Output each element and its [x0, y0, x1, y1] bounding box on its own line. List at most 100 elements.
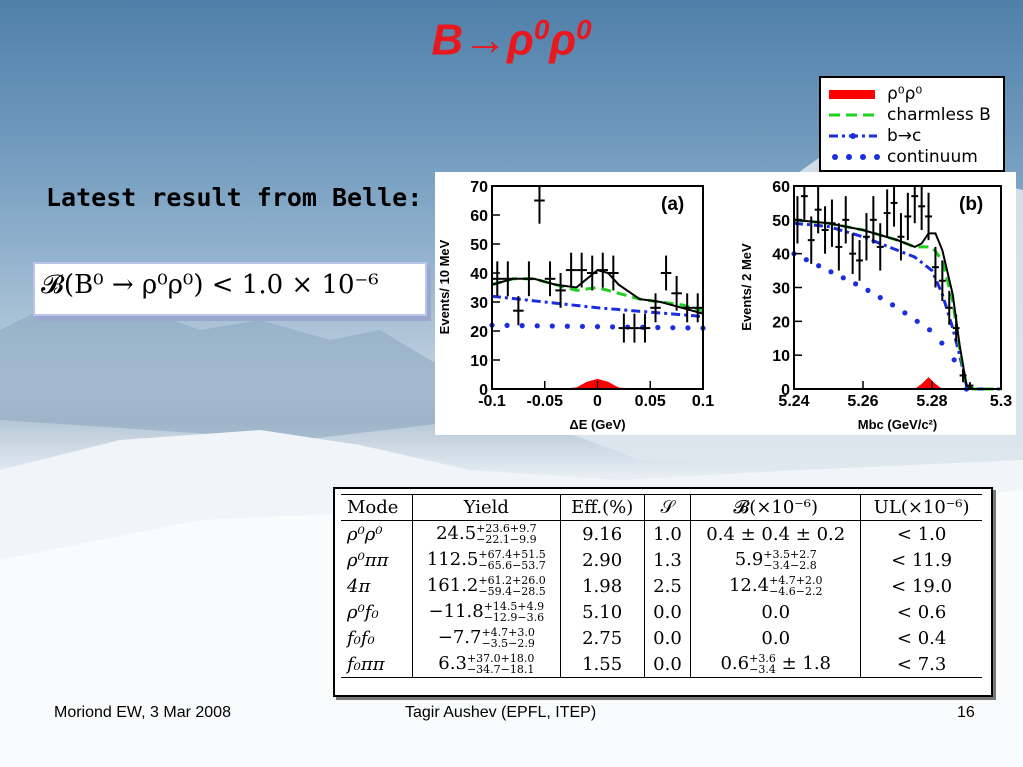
continuum-dot	[840, 275, 846, 281]
continuum-dot	[685, 325, 691, 331]
cell-yield: 6.3+37.0+18.0 −34.7−18.1	[412, 651, 561, 678]
panel-label: (a)	[661, 194, 684, 215]
mode-text: ρ⁰ππ	[347, 549, 389, 571]
y-tick-label: 40	[772, 247, 790, 264]
continuum-dot	[655, 324, 661, 331]
y-axis-label: Events/ 10 MeV	[437, 239, 452, 334]
y-tick-label: 10	[470, 353, 488, 370]
y-axis-label: Events/ 2 MeV	[739, 243, 754, 331]
significance-value: 1.0	[653, 523, 682, 545]
bf-err-down: −3.4−2.8	[763, 559, 817, 572]
col-header-ul: UL(×10⁻⁶)	[860, 494, 982, 521]
eff-value: 5.10	[582, 601, 623, 623]
branching-ratio-box: 𝓑(B⁰ → ρ⁰ρ⁰) < 1.0 × 10⁻⁶	[33, 262, 427, 316]
cell-eff: 2.90	[559, 547, 645, 573]
x-tick-label: 5.28	[916, 393, 947, 410]
cell-eff: 9.16	[559, 520, 645, 547]
panel-label: (b)	[959, 194, 983, 215]
col-header-s: 𝒮	[643, 494, 691, 521]
cell-eff: 2.75	[559, 625, 645, 651]
yield-errors: +37.0+18.0 −34.7−18.1	[467, 653, 534, 675]
continuum-dot	[549, 323, 555, 329]
branching-ratio-formula: 𝓑(B⁰ → ρ⁰ρ⁰) < 1.0 × 10⁻⁶	[41, 270, 379, 300]
yield-value: −7.7	[437, 627, 482, 648]
dotted-line-icon	[832, 154, 880, 160]
x-tick-label: -0.1	[478, 393, 506, 410]
yield-err-down: −22.1−9.9	[476, 533, 537, 546]
x-tick-label: 5.3	[990, 393, 1012, 410]
ul-value: < 0.6	[896, 601, 947, 623]
mode-text: 4π	[347, 575, 371, 597]
plots-panel: 0 10 20 30 40 50 60 70 -0.1 -0.05 0 0.05 0.1 ΔE (GeV)…	[435, 172, 1016, 435]
ul-value: < 19.0	[891, 575, 953, 597]
col-header-yield: Yield	[412, 494, 561, 521]
y-tick-label: 60	[772, 179, 790, 196]
table-header-row: Mode Yield Eff.(%) 𝒮 𝓑(×10⁻⁶) UL(×10⁻⁶)	[341, 494, 982, 521]
x-tick-label: 5.26	[847, 393, 878, 410]
bf-tail: ± 1.8	[775, 653, 831, 674]
table-row: f₀ππ 6.3+37.0+18.0 −34.7−18.1 1.55 0.0 0.6+3.…	[341, 651, 982, 678]
yield-value: 161.2	[426, 575, 479, 596]
cell-mode: ρ⁰f₀	[341, 599, 413, 625]
cell-yield: −11.8+14.5+4.9 −12.9−3.6	[412, 599, 561, 625]
yield-err-up: +4.7+3.0	[481, 626, 535, 639]
legend-item-btoc: b→c	[827, 126, 999, 146]
continuum-dot	[951, 357, 957, 363]
y-tick-label: 50	[470, 237, 488, 254]
table-row: f₀f₀ −7.7+4.7+3.0 −3.5−2.9 2.75 0.0 0.0 < 0.4	[341, 625, 982, 651]
continuum-dot	[902, 310, 908, 316]
continuum-dot	[519, 323, 525, 329]
y-tick-label: 60	[470, 208, 488, 225]
bf-errors: +4.7+2.0 −4.6−2.2	[769, 575, 822, 597]
yield-errors: +23.6+9.7 −22.1−9.9	[476, 523, 536, 545]
y-tick-label: 20	[470, 324, 488, 341]
yield-value: −11.8	[428, 601, 484, 622]
footer-page-number: 16	[957, 704, 975, 721]
mode-text: f₀f₀	[347, 627, 375, 649]
legend-item-charmless: charmless B	[827, 105, 999, 125]
continuum-dot	[939, 340, 945, 346]
continuum-dot	[816, 263, 822, 269]
cell-mode: f₀ππ	[341, 651, 413, 678]
chart-legend: ρ⁰ρ⁰ charmless B b→c continuum	[819, 76, 1005, 172]
eff-value: 9.16	[582, 523, 623, 545]
cell-mode: ρ⁰ρ⁰	[341, 521, 413, 548]
col-header-eff: Eff.(%)	[559, 494, 645, 521]
bf-err-up: +3.5+2.7	[763, 548, 817, 561]
cell-mode: ρ⁰ππ	[341, 547, 413, 573]
y-tick-label: 0	[479, 382, 488, 399]
ul-value: < 0.4	[896, 627, 947, 649]
results-table-box: Mode Yield Eff.(%) 𝒮 𝓑(×10⁻⁶) UL(×10⁻⁶) …	[333, 487, 993, 697]
eff-value: 1.98	[582, 575, 623, 597]
bf-err-down: −4.6−2.2	[769, 585, 823, 598]
y-tick-label: 30	[470, 295, 488, 312]
cell-bf: 0.4 ± 0.4 ± 0.2	[690, 520, 861, 547]
col-header-bf: 𝓑(×10⁻⁶)	[690, 494, 861, 521]
y-tick-label: 30	[772, 281, 790, 298]
cell-yield: −7.7+4.7+3.0 −3.5−2.9	[412, 625, 561, 651]
yield-err-down: −3.5−2.9	[481, 637, 535, 650]
x-tick-label: 0.05	[635, 393, 666, 410]
cell-eff: 1.55	[559, 651, 645, 678]
ul-value: < 7.3	[896, 653, 947, 675]
mode-text: f₀ππ	[347, 653, 385, 675]
mode-text: ρ⁰ρ⁰	[347, 523, 383, 545]
table-row: ρ⁰ππ 112.5+67.4+51.5 −65.6−53.7 2.90 1.3 5.9+…	[341, 547, 982, 573]
x-tick-label: 0.1	[692, 393, 714, 410]
x-tick-label: 5.24	[778, 393, 809, 410]
dash-dot-line-icon	[829, 133, 877, 139]
cell-s: 0.0	[643, 599, 691, 625]
legend-item-continuum: continuum	[827, 147, 999, 167]
cell-mode: f₀f₀	[341, 625, 413, 651]
yield-err-down: −34.7−18.1	[466, 663, 535, 676]
yield-err-down: −65.6−53.7	[478, 559, 546, 572]
yield-err-up: +14.5+4.9	[483, 600, 545, 613]
x-tick-label: -0.05	[527, 393, 564, 410]
series-line-total	[793, 218, 1001, 390]
subtitle: Latest result from Belle:	[46, 183, 423, 212]
table-row: 4π 161.2+61.2+26.0 −59.4−28.5 1.98 2.5 12.4+4…	[341, 573, 982, 599]
bf-err-up: +4.7+2.0	[769, 574, 823, 587]
continuum-dot	[803, 257, 809, 263]
bf-value: 0.0	[761, 601, 791, 623]
yield-err-up: +61.2+26.0	[478, 574, 546, 587]
